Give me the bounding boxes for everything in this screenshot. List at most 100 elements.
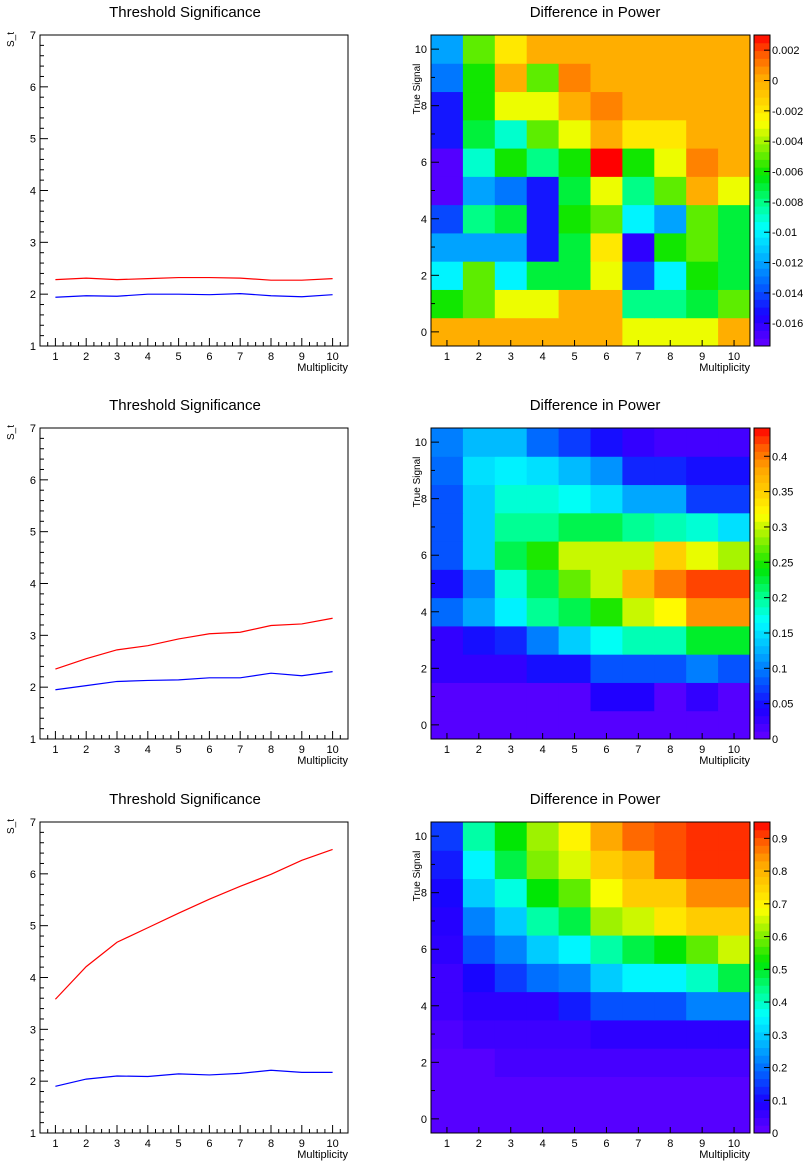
heatmap-cell bbox=[686, 822, 719, 851]
y-tick-label: 7 bbox=[30, 423, 36, 435]
heatmap-cell bbox=[526, 261, 560, 290]
x-tick-label: 10 bbox=[728, 1138, 740, 1150]
colorbar-band bbox=[754, 497, 770, 507]
colorbar-band bbox=[754, 899, 770, 909]
colorbar-band bbox=[754, 969, 770, 978]
x-tick-label: 4 bbox=[540, 1138, 546, 1150]
heatmap-cell bbox=[622, 850, 655, 880]
heatmap-cell bbox=[558, 991, 591, 1021]
x-axis-label: Multiplicity bbox=[297, 362, 348, 374]
heatmap-cell bbox=[526, 654, 560, 683]
y-tick-label: 2 bbox=[30, 682, 36, 694]
colorbar-band bbox=[754, 136, 770, 145]
heatmap-cell bbox=[494, 1048, 528, 1077]
chart-title: Threshold Significance bbox=[109, 4, 261, 21]
x-tick-label: 5 bbox=[571, 744, 577, 756]
heatmap-cell bbox=[654, 289, 687, 319]
x-tick-label: 8 bbox=[268, 744, 274, 756]
x-tick-label: 2 bbox=[476, 744, 482, 756]
colorbar-tick-label: 0.6 bbox=[772, 932, 787, 944]
heatmap-cell bbox=[494, 456, 528, 486]
colorbar-band bbox=[754, 1070, 770, 1080]
colorbar-band bbox=[754, 868, 770, 877]
colorbar-tick-label: 0.3 bbox=[772, 522, 787, 534]
colorbar-band bbox=[754, 190, 770, 199]
colorbar-tick-label: -0.004 bbox=[772, 136, 803, 148]
heatmap-cell bbox=[526, 35, 560, 64]
heatmap-cell bbox=[654, 512, 687, 542]
colorbar-band bbox=[754, 89, 770, 98]
heatmap-cell bbox=[558, 428, 591, 457]
colorbar-band bbox=[754, 630, 770, 639]
colorbar-tick-label: 0 bbox=[772, 734, 778, 746]
heatmap-cell bbox=[686, 456, 719, 486]
heatmap-cell bbox=[718, 428, 751, 457]
heatmap-cell bbox=[558, 850, 591, 880]
heatmap-cell bbox=[526, 456, 560, 486]
heatmap-cell bbox=[718, 261, 751, 290]
heatmap-cell bbox=[431, 289, 464, 319]
colorbar-band bbox=[754, 50, 770, 59]
colorbar-band bbox=[754, 622, 770, 631]
heatmap-cell bbox=[654, 569, 687, 599]
y-axis-label: True Signal bbox=[412, 64, 423, 115]
heatmap-cell bbox=[718, 232, 751, 262]
heatmap-cell bbox=[686, 597, 719, 627]
heatmap-cell bbox=[462, 963, 496, 993]
heatmap-cell bbox=[590, 512, 623, 542]
heatmap-cell bbox=[686, 428, 719, 457]
heatmap-cell bbox=[622, 935, 655, 964]
heatmap-cell bbox=[494, 512, 528, 542]
y-tick-label: 0 bbox=[421, 1114, 427, 1126]
colorbar-band bbox=[754, 837, 770, 846]
x-tick-label: 7 bbox=[237, 1138, 243, 1150]
heatmap-cell bbox=[462, 654, 496, 683]
y-axis-label: S_t bbox=[6, 32, 17, 47]
heatmap-cell bbox=[718, 850, 751, 880]
colorbar-band bbox=[754, 637, 770, 647]
heatmap-cell bbox=[558, 289, 591, 319]
colorbar-band bbox=[754, 260, 770, 269]
x-tick-label: 6 bbox=[206, 1138, 212, 1150]
heatmap-cell bbox=[526, 289, 560, 319]
colorbar-tick-label: 0.9 bbox=[772, 833, 787, 845]
x-tick-label: 2 bbox=[83, 1138, 89, 1150]
x-tick-label: 4 bbox=[145, 744, 151, 756]
y-tick-label: 6 bbox=[30, 869, 36, 881]
heatmap-cell bbox=[526, 204, 560, 234]
colorbar-band bbox=[754, 97, 770, 106]
heatmap-cell bbox=[462, 148, 496, 177]
heatmap-cell bbox=[558, 682, 591, 712]
heatmap-cell bbox=[494, 991, 528, 1021]
colorbar-band bbox=[754, 544, 770, 553]
heatmap-cell bbox=[622, 148, 655, 177]
heatmap-cell bbox=[590, 963, 623, 993]
heatmap-cell bbox=[558, 569, 591, 599]
heatmap-cell bbox=[494, 232, 528, 262]
heatmap-cell bbox=[622, 963, 655, 993]
heatmap-cell bbox=[462, 91, 496, 121]
x-tick-label: 3 bbox=[114, 1138, 120, 1150]
heatmap-cell bbox=[718, 119, 751, 149]
x-tick-label: 8 bbox=[667, 744, 673, 756]
heatmap-cell bbox=[431, 906, 464, 936]
x-tick-label: 7 bbox=[635, 351, 641, 363]
colorbar-band bbox=[754, 1101, 770, 1111]
plot-frame bbox=[39, 34, 349, 347]
x-tick-label: 5 bbox=[176, 744, 182, 756]
heatmap-cell bbox=[590, 484, 623, 514]
heatmap-cell bbox=[590, 822, 623, 851]
x-axis-label: Multiplicity bbox=[699, 362, 750, 374]
x-tick-label: 4 bbox=[540, 744, 546, 756]
heatmap-cell bbox=[686, 654, 719, 683]
colorbar-tick-label: 0.5 bbox=[772, 964, 787, 976]
x-axis-label: Multiplicity bbox=[297, 755, 348, 767]
heatmap-cell bbox=[558, 654, 591, 683]
heatmap-cell bbox=[494, 625, 528, 655]
y-tick-label: 5 bbox=[30, 134, 36, 146]
y-tick-label: 4 bbox=[421, 214, 427, 226]
series-line-0 bbox=[54, 848, 333, 1000]
plot-frame bbox=[39, 821, 349, 1134]
heatmap-cell bbox=[686, 204, 719, 234]
